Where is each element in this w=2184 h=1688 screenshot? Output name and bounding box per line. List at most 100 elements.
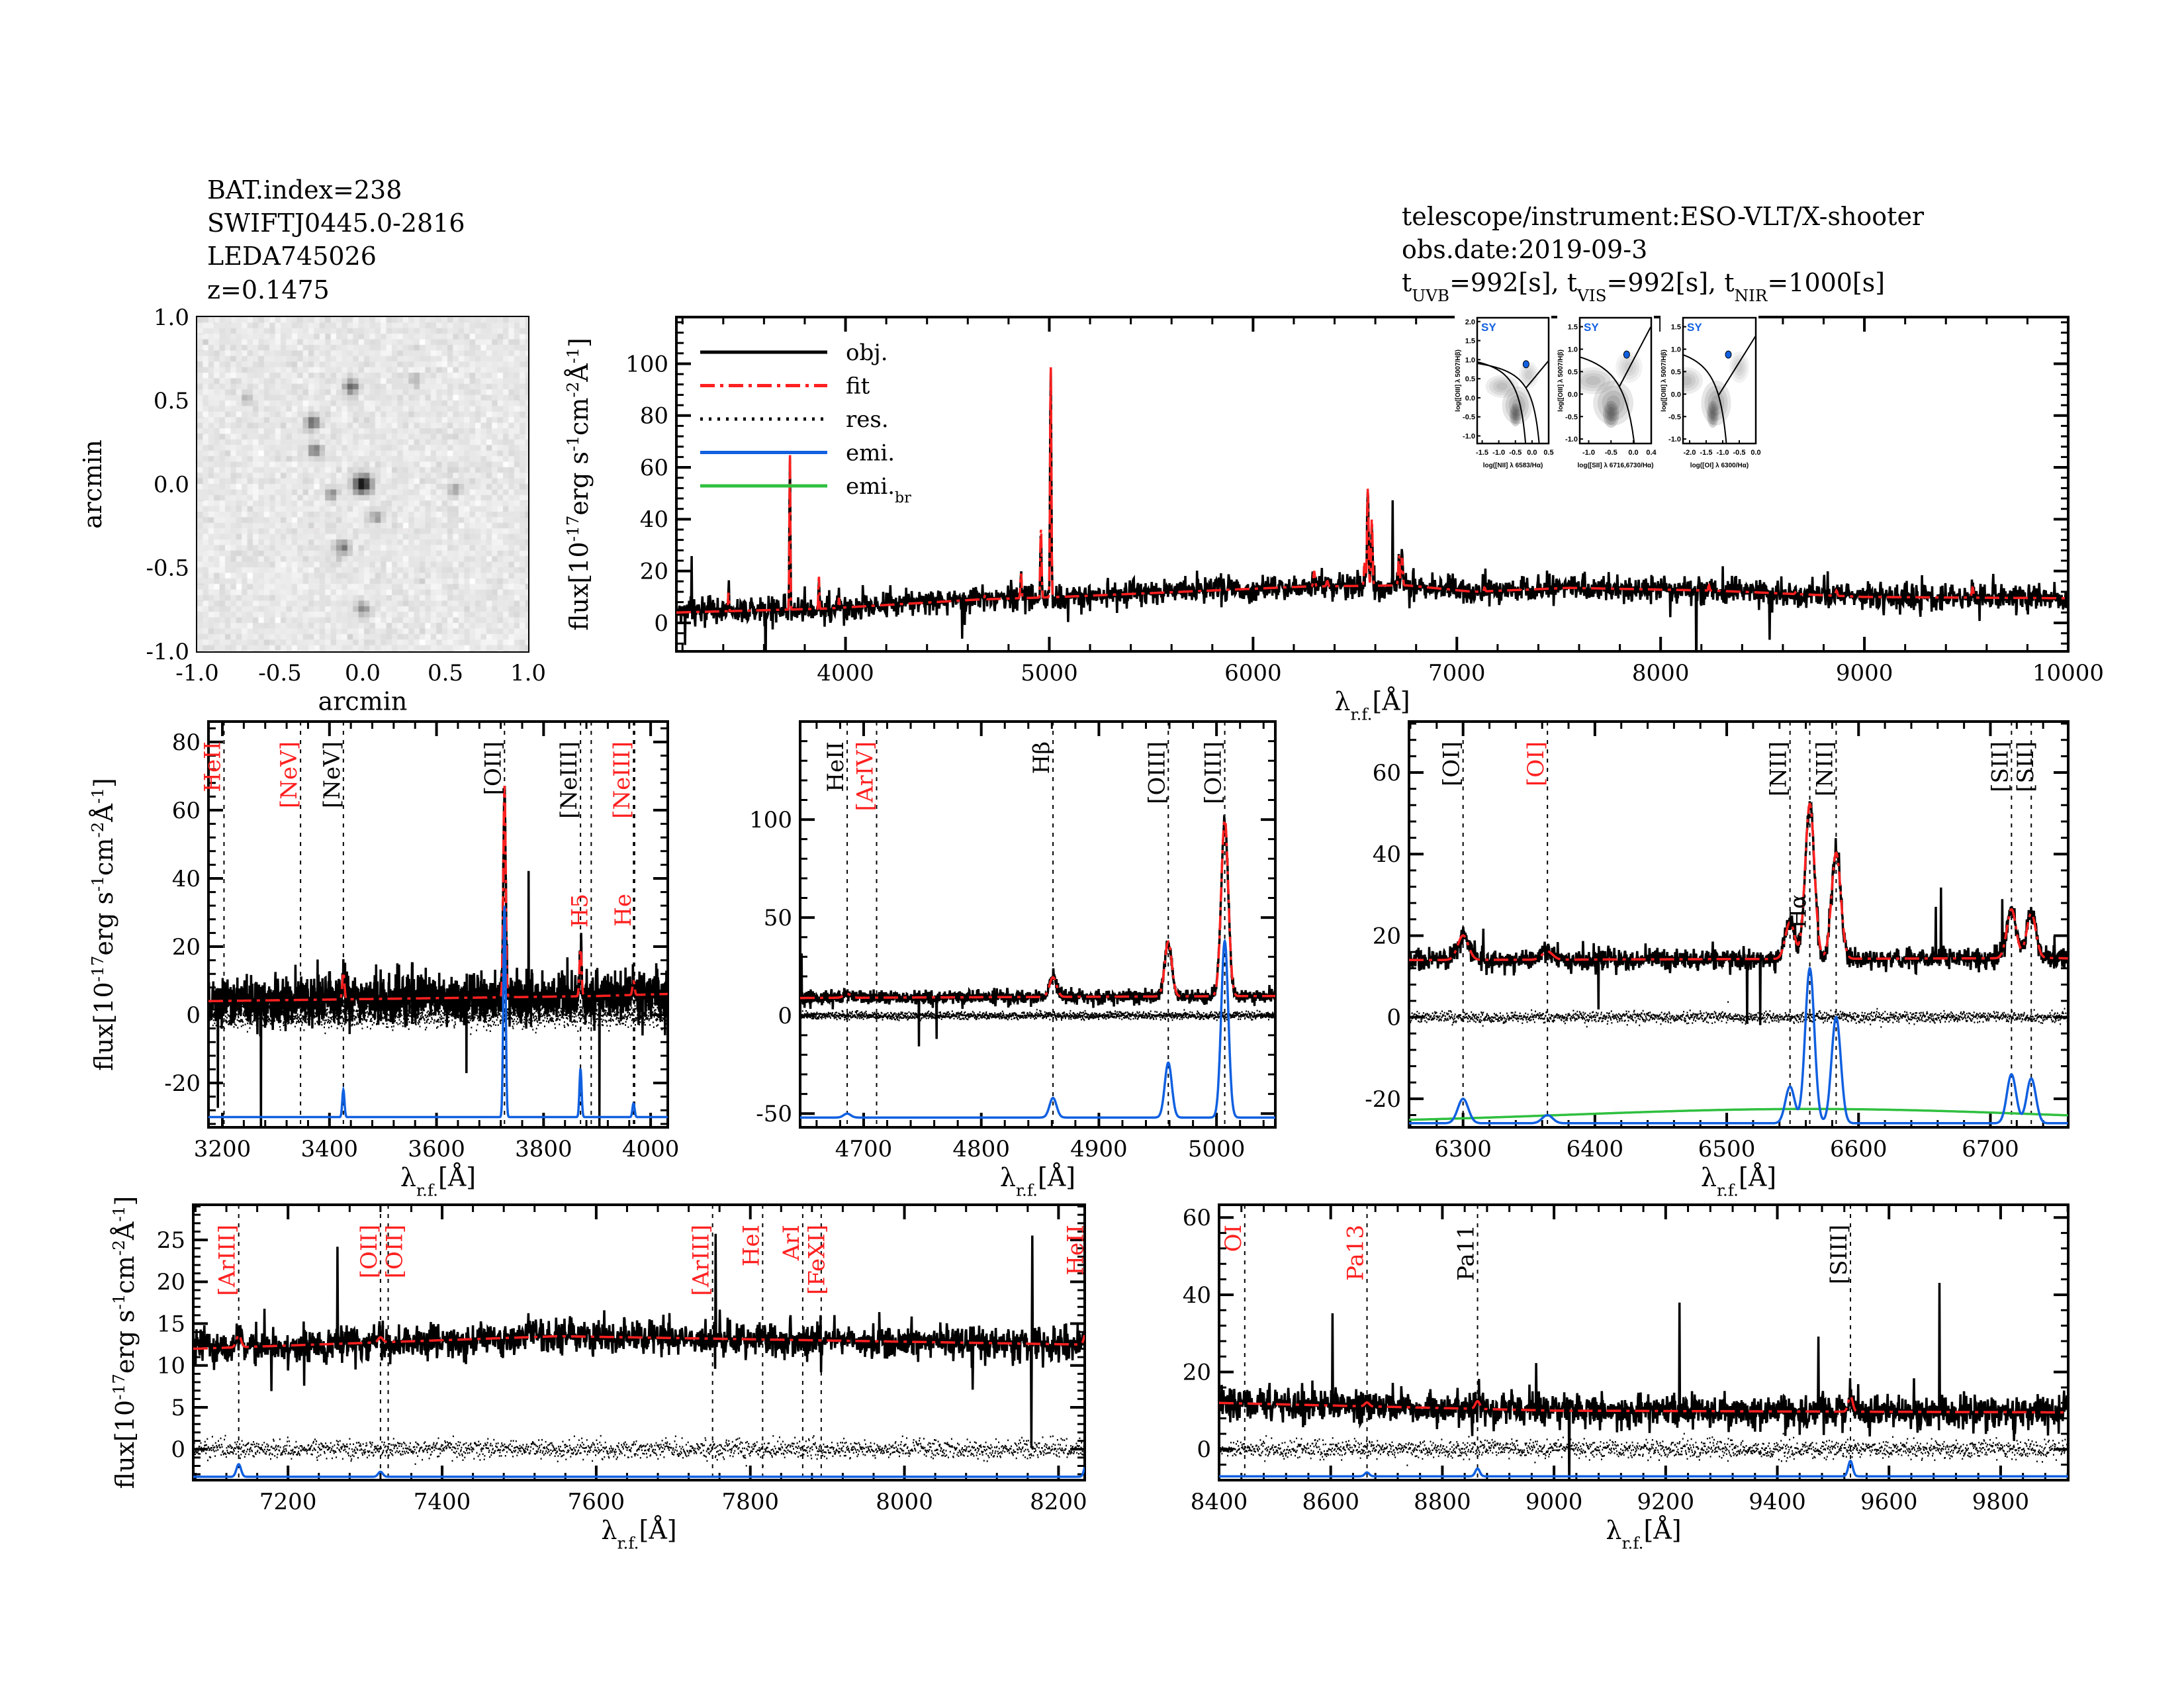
x-tick-label: -0.5 (258, 660, 302, 686)
residual-points (193, 1434, 1085, 1468)
density-contour (1496, 382, 1508, 391)
zoom1-plot-area (208, 722, 668, 1127)
seyfert-liner-line (1717, 336, 1756, 397)
y-tick-label: 0 (1387, 1005, 1401, 1031)
density-contour (1523, 367, 1535, 383)
bpt-x-tick-label: 0.0 (1628, 449, 1638, 457)
bpt-data-point (1623, 350, 1630, 359)
density-contour (1606, 395, 1620, 411)
y-tick-label: 80 (640, 403, 668, 430)
density-contour (1707, 400, 1719, 428)
dss-y-axis-label: arcmin (78, 440, 107, 529)
line-marker-label: [NeIII] (556, 741, 582, 819)
bpt-x-tick-label: -1.5 (1476, 449, 1488, 457)
bpt-x-tick-label: 0.5 (1543, 449, 1553, 457)
line-marker-label: [NeV] (276, 741, 302, 808)
x-tick-label: 9200 (1637, 1489, 1695, 1515)
y-tick-label: 60 (640, 455, 668, 481)
x-tick-label: 9400 (1749, 1489, 1806, 1515)
x-tick-label: 9000 (1836, 660, 1893, 686)
x-tick-label: 6400 (1567, 1136, 1624, 1162)
line-marker-label: [NeV] (319, 741, 345, 808)
line-marker-label: HeII (199, 741, 226, 792)
observed-spectrum (1409, 801, 2068, 1025)
zoom3-plot-area (1409, 722, 2068, 1127)
line-marker-label: [SII] (1987, 741, 2013, 792)
zoom4-y-axis-label: flux[10-17erg s-1cm-2Å-1] (109, 1196, 140, 1489)
x-tick-label: 3600 (408, 1136, 465, 1162)
x-tick-label: 5000 (1021, 660, 1078, 686)
bpt-y-tick-label: 0.5 (1671, 368, 1681, 376)
zoom5-panel: 8400 8600 8800 9000 9200 9400 9600 9800 0 20 40 60 λ… (1183, 1203, 2070, 1552)
y-tick-label: 40 (640, 506, 668, 533)
y-tick-label: 20 (157, 1269, 185, 1295)
line-marker-label: ArI (778, 1225, 805, 1261)
header-right-line-1: obs.date:2019-09-3 (1402, 235, 1647, 264)
header-right-line-2: tUVB=992[s], tVIS=992[s], tNIR=1000[s] (1402, 268, 1885, 305)
density-contour (1604, 404, 1617, 425)
x-tick-label: 4900 (1070, 1136, 1128, 1162)
x-tick-label: 6600 (1830, 1136, 1888, 1162)
density-contour (1709, 406, 1717, 422)
x-tick-label: 5000 (1188, 1136, 1246, 1162)
y-tick-label: 25 (157, 1227, 185, 1254)
x-tick-label: 4000 (817, 660, 874, 686)
bpt-diagram-SII: SY -1.0 -0.5 0.0 0.4 -1.0 -0.5 0.0 0.5 1.0 1.5 log(… (1557, 312, 1657, 479)
x-tick-label: 3800 (515, 1136, 572, 1162)
plots: 4000 5000 6000 7000 8000 9000 1000002040608010… (78, 305, 2104, 1552)
zoom2-panel: 4700 4800 4900 5000 -50 0 50 100 λr.f.[Å] HeII [Ar… (749, 720, 1277, 1199)
line-marker-label: HeII (823, 741, 849, 792)
line-marker-label: [OII] (480, 741, 506, 795)
bpt-y-tick-label: 0.0 (1671, 391, 1681, 399)
header-right-line-0: telescope/instrument:ESO-VLT/X-shooter (1402, 202, 1925, 231)
emission-model (1219, 1459, 2068, 1477)
x-tick-label: 7600 (568, 1489, 625, 1515)
density-contour (1513, 410, 1518, 419)
x-tick-label: 7000 (1428, 660, 1486, 686)
x-tick-label: 7800 (721, 1489, 779, 1515)
fit-spectrum (800, 817, 1275, 1000)
x-tick-label: 4700 (835, 1136, 893, 1162)
line-marker-label: [OI] (1439, 741, 1465, 786)
observed-spectrum (1219, 1282, 2068, 1480)
line-marker-label: OI (1220, 1225, 1247, 1252)
zoom1-panel: 3200 3400 3600 3800 4000 -20 0 20 40 60 80 λr.f.[Å]… (88, 720, 679, 1199)
full-y-axis-label: flux[10-17erg s-1cm-2Å-1] (563, 338, 594, 631)
line-marker-label: [ArIII] (214, 1225, 241, 1296)
seyfert-liner-line (1619, 326, 1651, 387)
x-tick-label: 9000 (1525, 1489, 1583, 1515)
line-marker-label: H5 (567, 894, 593, 927)
density-contour (1602, 390, 1625, 416)
density-contour (1711, 395, 1721, 411)
x-tick-label: 7400 (414, 1489, 471, 1515)
legend-label-2: res. (846, 406, 889, 433)
density-contour (1492, 379, 1512, 393)
observed-spectrum (208, 785, 668, 1127)
zoom2-plot-area (800, 722, 1275, 1127)
line-marker-label: [OIII] (1144, 741, 1170, 804)
full-panel: 4000 5000 6000 7000 8000 9000 10000 0 20 40 60 80 10… (563, 316, 2104, 724)
density-contour (1593, 381, 1633, 426)
y-tick-label: -20 (1365, 1086, 1401, 1113)
y-tick-label: 40 (172, 866, 201, 892)
bpt-plot-area (1580, 326, 1651, 444)
bpt-background (1557, 312, 1654, 479)
y-tick-label: 40 (1183, 1282, 1211, 1309)
bpt-y-axis-label: log([OIII] λ 5007/Hβ) (1661, 350, 1668, 412)
dss-image (197, 317, 528, 651)
x-tick-label: 8000 (1632, 660, 1690, 686)
kewley-line (1580, 356, 1635, 444)
density-contour (1509, 403, 1522, 427)
x-tick-label: 9600 (1860, 1489, 1918, 1515)
full-x-axis-label: λr.f.[Å] (1334, 686, 1410, 724)
broad-emission-model (1409, 1107, 2068, 1121)
bpt-x-tick-label: -0.5 (1605, 449, 1617, 457)
x-tick-label: 8200 (1030, 1489, 1087, 1515)
header-leda-name: LEDA745026 (207, 242, 377, 271)
legend-label-1: fit (846, 373, 870, 400)
x-tick-label: 6000 (1224, 660, 1282, 686)
y-tick-label: 1.0 (154, 305, 189, 331)
header-right: telescope/instrument:ESO-VLT/X-shooter ob… (1402, 202, 1925, 305)
density-contour (1518, 361, 1539, 389)
